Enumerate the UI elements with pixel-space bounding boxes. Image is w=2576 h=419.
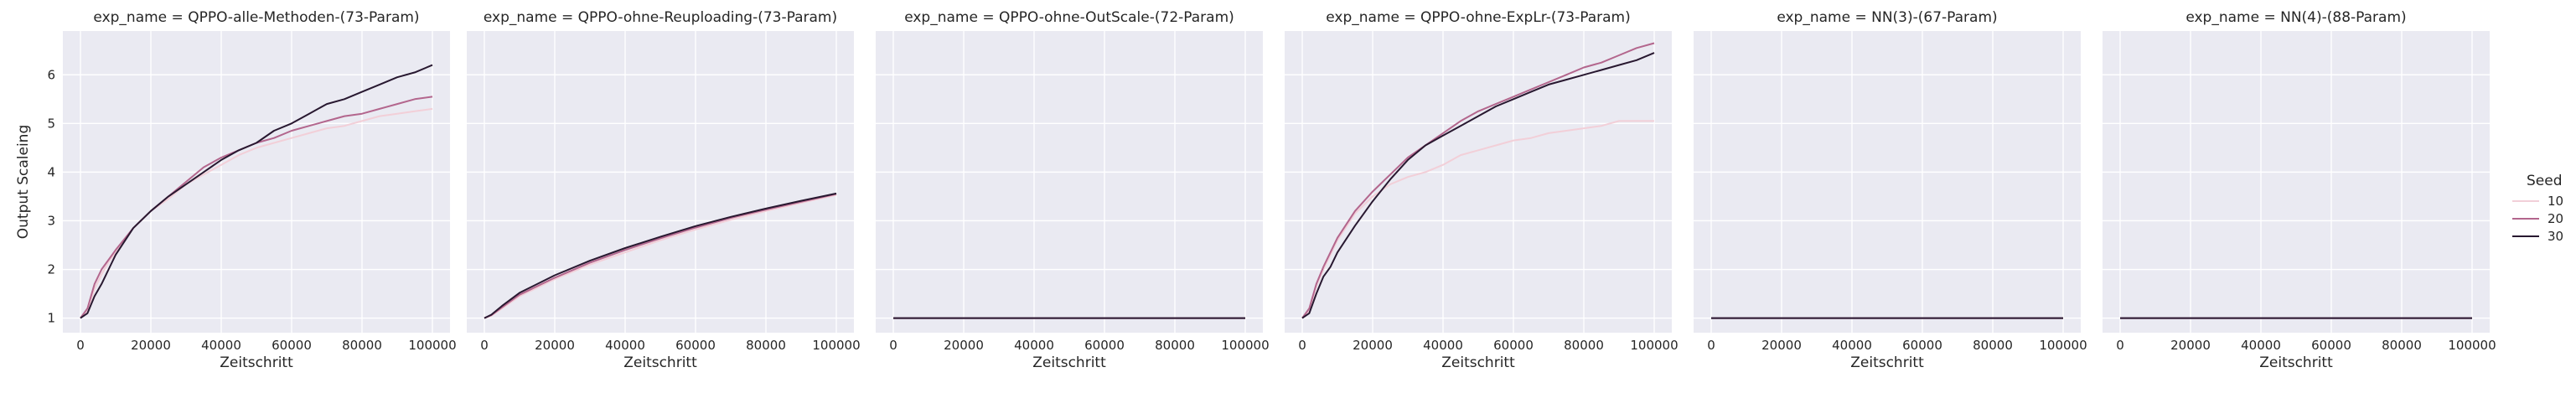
x-axis-label: Zeitschritt <box>2259 354 2333 371</box>
x-axis-label: Zeitschritt <box>1032 354 1106 371</box>
x-tick-label: 80000 <box>2382 338 2422 353</box>
legend-label-seed-10: 10 <box>2548 194 2563 209</box>
x-axis-label: Zeitschritt <box>220 354 293 371</box>
x-tick-label: 40000 <box>605 338 645 353</box>
x-tick-label: 80000 <box>342 338 382 353</box>
y-tick-label: 2 <box>47 262 55 277</box>
x-tick-label: 60000 <box>675 338 716 353</box>
series-line-seed-30 <box>1301 52 1655 319</box>
facet-panel-3: exp_name = QPPO-ohne-OutScale-(72-Param)… <box>876 9 1270 371</box>
facet-panel-4: exp_name = QPPO-ohne-ExpLr-(73-Param) 0 20… <box>1285 9 1679 371</box>
legend-label-seed-20: 20 <box>2548 211 2563 226</box>
legend: Seed 10 20 30 <box>2512 173 2563 244</box>
panel-title: exp_name = QPPO-ohne-OutScale-(72-Param) <box>904 9 1234 26</box>
facet-panel-1: exp_name = QPPO-alle-Methoden-(73-Param)… <box>15 9 457 371</box>
series-line-seed-10 <box>1301 120 1654 319</box>
y-tick-label: 3 <box>47 213 55 228</box>
y-tick-label: 1 <box>47 311 55 326</box>
x-axis-label: Zeitschritt <box>1441 354 1515 371</box>
x-tick-label: 0 <box>2116 338 2124 353</box>
x-tick-label: 20000 <box>1353 338 1393 353</box>
x-tick-label: 60000 <box>272 338 312 353</box>
x-tick-label: 80000 <box>1564 338 1604 353</box>
x-tick-label: 80000 <box>746 338 786 353</box>
x-tick-label: 20000 <box>535 338 575 353</box>
x-tick-label: 100000 <box>2448 338 2496 353</box>
panel-title: exp_name = QPPO-alle-Methoden-(73-Param) <box>93 9 419 26</box>
series-line-seed-20 <box>80 96 433 319</box>
y-axis-label: Output Scaleing <box>15 125 32 239</box>
series-line-seed-30 <box>484 192 837 319</box>
x-tick-label: 80000 <box>1155 338 1195 353</box>
y-tick-label: 5 <box>47 116 55 131</box>
x-tick-label: 60000 <box>2311 338 2351 353</box>
x-tick-label: 0 <box>1707 338 1715 353</box>
legend-label-seed-30: 30 <box>2548 229 2563 244</box>
plot-area <box>63 31 450 333</box>
x-tick-label: 100000 <box>2039 338 2087 353</box>
panel-title: exp_name = QPPO-ohne-ExpLr-(73-Param) <box>1326 9 1631 26</box>
x-tick-label: 20000 <box>1761 338 1802 353</box>
legend-title: Seed <box>2527 173 2563 189</box>
plot-area <box>467 31 854 333</box>
x-tick-label: 100000 <box>1221 338 1269 353</box>
x-tick-label: 100000 <box>408 338 456 353</box>
x-tick-label: 0 <box>889 338 897 353</box>
x-tick-label: 60000 <box>1902 338 1942 353</box>
x-tick-label: 0 <box>76 338 85 353</box>
facet-panel-6: exp_name = NN(4)-(88-Param) 0 20000 40000 60… <box>2103 9 2496 371</box>
x-tick-label: 60000 <box>1084 338 1125 353</box>
x-tick-label: 40000 <box>201 338 241 353</box>
series-line-seed-20 <box>484 193 837 319</box>
x-tick-label: 100000 <box>1630 338 1678 353</box>
panel-title: exp_name = NN(4)-(88-Param) <box>2185 9 2406 26</box>
series-line-seed-30 <box>80 64 433 319</box>
facet-panel-2: exp_name = QPPO-ohne-Reuploading-(73-Par… <box>467 9 861 371</box>
x-tick-label: 20000 <box>944 338 984 353</box>
x-tick-label: 0 <box>1298 338 1306 353</box>
facet-panel-5: exp_name = NN(3)-(67-Param) 0 20000 40000 60… <box>1694 9 2087 371</box>
plot-area <box>2103 31 2490 333</box>
plot-area <box>876 31 1263 333</box>
x-tick-label: 20000 <box>131 338 171 353</box>
x-axis-label: Zeitschritt <box>1850 354 1924 371</box>
plot-area <box>1694 31 2081 333</box>
x-tick-label: 60000 <box>1493 338 1534 353</box>
panel-title: exp_name = QPPO-ohne-Reuploading-(73-Par… <box>484 9 837 26</box>
x-tick-label: 40000 <box>1832 338 1872 353</box>
panel-title: exp_name = NN(3)-(67-Param) <box>1777 9 1997 26</box>
series-line-seed-10 <box>80 107 433 319</box>
x-tick-label: 40000 <box>1423 338 1463 353</box>
y-tick-label: 6 <box>47 67 55 82</box>
x-tick-label: 20000 <box>2170 338 2211 353</box>
x-axis-label: Zeitschritt <box>623 354 697 371</box>
x-tick-label: 40000 <box>2241 338 2281 353</box>
x-tick-label: 80000 <box>1973 338 2013 353</box>
series-line-seed-20 <box>1301 42 1655 319</box>
x-tick-label: 100000 <box>812 338 860 353</box>
plot-area <box>1285 31 1672 333</box>
y-tick-label: 4 <box>47 164 55 179</box>
x-tick-label: 40000 <box>1014 338 1054 353</box>
x-tick-label: 0 <box>480 338 489 353</box>
